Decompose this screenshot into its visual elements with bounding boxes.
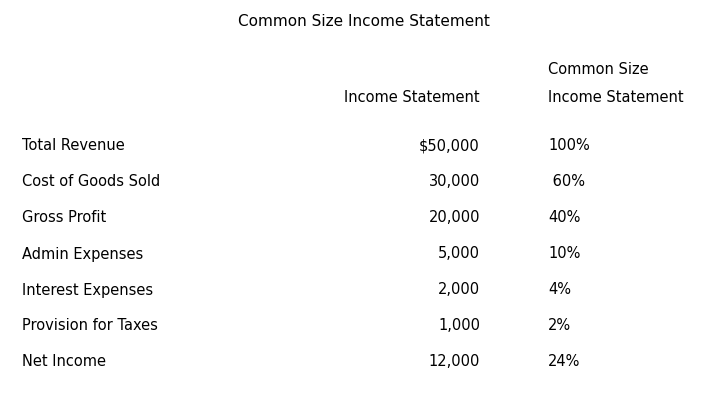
Text: Income Statement: Income Statement (548, 90, 684, 105)
Text: 100%: 100% (548, 139, 590, 154)
Text: Common Size Income Statement: Common Size Income Statement (238, 15, 490, 29)
Text: 20,000: 20,000 (429, 210, 480, 225)
Text: 1,000: 1,000 (438, 318, 480, 333)
Text: Cost of Goods Sold: Cost of Goods Sold (22, 175, 160, 189)
Text: 30,000: 30,000 (429, 175, 480, 189)
Text: Gross Profit: Gross Profit (22, 210, 106, 225)
Text: Total Revenue: Total Revenue (22, 139, 124, 154)
Text: 10%: 10% (548, 246, 580, 261)
Text: Common Size: Common Size (548, 63, 649, 78)
Text: Interest Expenses: Interest Expenses (22, 282, 153, 297)
Text: Net Income: Net Income (22, 354, 106, 370)
Text: Provision for Taxes: Provision for Taxes (22, 318, 158, 333)
Text: 2%: 2% (548, 318, 571, 333)
Text: $50,000: $50,000 (419, 139, 480, 154)
Text: 60%: 60% (548, 175, 585, 189)
Text: 24%: 24% (548, 354, 580, 370)
Text: Admin Expenses: Admin Expenses (22, 246, 143, 261)
Text: Income Statement: Income Statement (344, 90, 480, 105)
Text: 12,000: 12,000 (429, 354, 480, 370)
Text: 5,000: 5,000 (438, 246, 480, 261)
Text: 40%: 40% (548, 210, 580, 225)
Text: 2,000: 2,000 (438, 282, 480, 297)
Text: 4%: 4% (548, 282, 571, 297)
